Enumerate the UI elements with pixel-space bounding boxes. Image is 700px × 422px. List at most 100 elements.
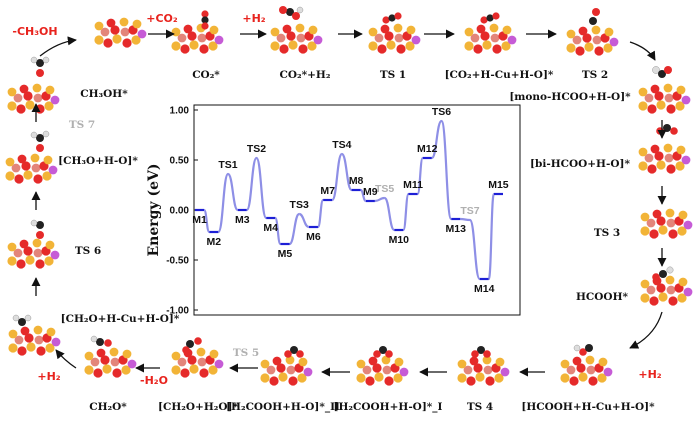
cluster-model-ts6: [7, 238, 60, 269]
energy-transition: [402, 192, 410, 232]
energy-transition: [217, 172, 230, 234]
cluster-model-h2cooh-1: [356, 355, 409, 386]
cluster-model-co2: [171, 23, 224, 54]
cluster-model-ch2o-h-h: [8, 325, 61, 356]
level-label: M13: [446, 223, 467, 235]
level-label: M6: [306, 231, 321, 243]
level-label: M5: [278, 248, 293, 260]
energy-transition: [360, 188, 367, 203]
step-label: -H₂O: [140, 374, 168, 387]
cluster-model-ts4: [457, 355, 510, 386]
state-label: [HCOOH+H-Cu+H-O]*: [521, 401, 655, 413]
level-label: M14: [474, 283, 495, 295]
level-label: M11: [403, 179, 423, 191]
cluster-model-h2cooh-2: [260, 355, 313, 386]
cluster-model-ts1: [368, 23, 421, 54]
state-label: TS 1: [380, 69, 406, 81]
energy-transition: [274, 216, 282, 246]
energy-transition: [487, 192, 495, 281]
cluster-model-ch3o: [5, 153, 58, 184]
energy-transition: [460, 217, 470, 222]
state-label: [H₂COOH+H-O]*_II: [226, 401, 340, 414]
cluster-model-ch2o: [84, 347, 137, 378]
y-tick-label: -1.00: [166, 306, 189, 317]
level-label: TS4: [332, 139, 351, 151]
state-label-faded: TS 7: [69, 119, 95, 131]
state-label: [mono-HCOO+H-O]*: [509, 91, 631, 103]
state-label: TS 6: [75, 245, 101, 257]
energy-transition: [430, 119, 443, 160]
cluster-model-co2-h-h: [464, 23, 517, 54]
state-label: TS 3: [594, 227, 620, 239]
state-label: TS 4: [467, 401, 493, 413]
state-label: [CH₂O+H₂O]*: [158, 401, 238, 413]
energy-transition: [440, 119, 453, 221]
level-label: TS6: [432, 106, 451, 118]
arrow-curve: [629, 311, 663, 349]
level-label: TS2: [247, 143, 266, 155]
state-label: CO₂*: [192, 69, 220, 81]
level-label: M2: [206, 236, 221, 248]
cluster-model-ts3: [640, 208, 693, 239]
state-label: CH₃OH*: [80, 88, 128, 100]
level-label: M9: [363, 186, 378, 198]
level-label: TS3: [290, 199, 309, 211]
y-axis-label: Energy (eV): [146, 164, 162, 257]
cycle-arrows: [31, 29, 667, 377]
cluster-model-ch3oh-released: [94, 17, 147, 48]
step-labels: -CH₃OH +CO₂ +H₂ +H₂ -H₂O +H₂: [12, 12, 661, 387]
level-label: M1: [192, 214, 207, 226]
level-label: M8: [349, 175, 364, 187]
level-label: M10: [389, 234, 410, 246]
energy-transition: [288, 212, 301, 246]
energy-transition: [316, 198, 325, 229]
state-label: [CO₂+H-Cu+H-O]*: [445, 69, 554, 81]
y-tick-label: -0.50: [166, 256, 189, 267]
state-labels: CO₂* CO₂*+H₂ TS 1 [CO₂+H-Cu+H-O]* TS 2 […: [58, 69, 655, 414]
state-label: [bi-HCOO+H-O]*: [530, 158, 630, 170]
step-label: +H₂: [37, 370, 60, 383]
state-label: [CH₂O+H-Cu+H-O]*: [61, 313, 180, 325]
step-label: +CO₂: [146, 12, 178, 25]
energy-transition: [416, 156, 424, 196]
state-label-faded: TS 5: [233, 347, 259, 359]
state-label: CH₂O*: [89, 401, 127, 413]
cluster-model-co2-h2: [270, 23, 323, 54]
energy-transition: [226, 172, 239, 212]
cluster-model-hcooh-h-h: [560, 355, 613, 386]
level-label: M15: [488, 179, 509, 191]
step-label: -CH₃OH: [12, 25, 57, 38]
energy-transition: [203, 208, 211, 234]
state-label: TS 2: [582, 69, 608, 81]
level-label: M4: [263, 222, 278, 234]
energy-transition: [374, 196, 385, 203]
level-label: M7: [320, 185, 335, 197]
arrow-curve: [629, 41, 656, 61]
step-label: +H₂: [242, 12, 265, 25]
state-label: [H₂COOH+H-O]*_I: [334, 401, 443, 414]
level-label: M12: [417, 143, 438, 155]
state-label: CO₂*+H₂: [280, 69, 331, 81]
arrow-curve: [55, 349, 77, 369]
energy-transition: [245, 156, 258, 212]
energy-transition: [331, 152, 343, 202]
y-axis-ticks: 1.00 0.50 0.00 -0.50 -1.00: [166, 106, 198, 317]
cluster-model-ch2o-h2o: [171, 347, 224, 378]
step-label: +H₂: [638, 368, 661, 381]
energy-transition: [340, 152, 353, 192]
y-tick-label: 0.50: [170, 156, 190, 167]
cluster-model-hcooh: [640, 275, 693, 306]
level-label: TS1: [218, 159, 237, 171]
level-label: TS7: [460, 205, 479, 217]
cluster-model-mono-hcoo: [638, 83, 691, 114]
energy-transition: [383, 196, 396, 232]
energy-profile-chart: Energy (eV) 1.00 0.50 0.00 -0.50 -1.00 M1 M2 T…: [146, 104, 521, 317]
energy-transition: [255, 156, 268, 220]
state-label: [CH₃O+H-O]*: [58, 155, 138, 167]
y-tick-label: 0.00: [170, 206, 190, 217]
cluster-images: [5, 6, 693, 386]
cluster-model-ch3oh: [7, 83, 60, 114]
state-label: HCOOH*: [576, 291, 628, 303]
cluster-model-ts2: [566, 25, 619, 56]
